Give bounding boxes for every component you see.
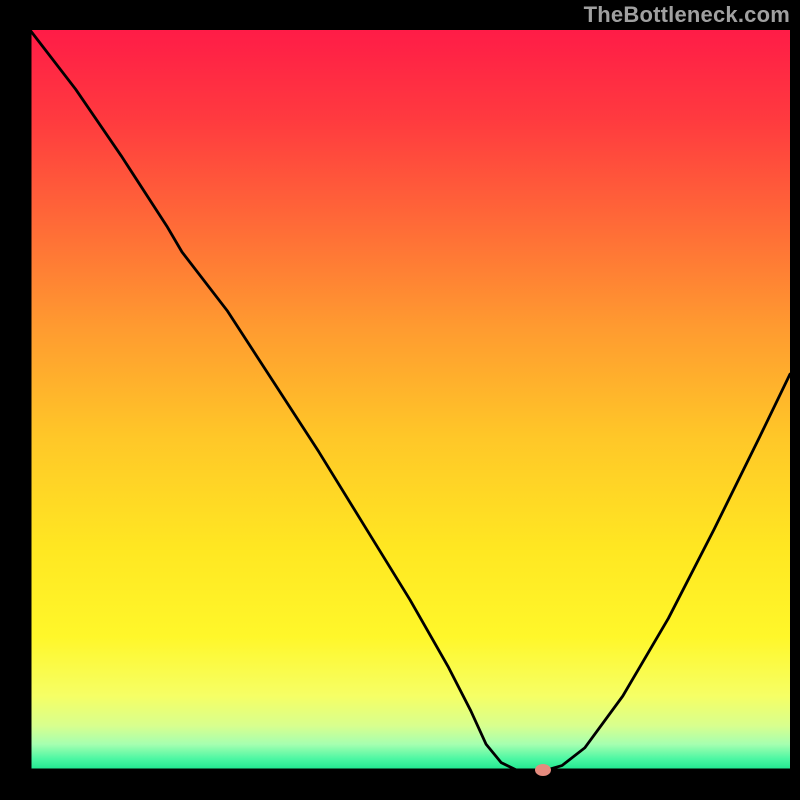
selected-config-marker — [535, 764, 551, 776]
bottleneck-chart-svg — [0, 0, 800, 800]
chart-background-gradient — [30, 30, 790, 770]
chart-canvas: TheBottleneck.com — [0, 0, 800, 800]
watermark-text: TheBottleneck.com — [584, 2, 790, 28]
